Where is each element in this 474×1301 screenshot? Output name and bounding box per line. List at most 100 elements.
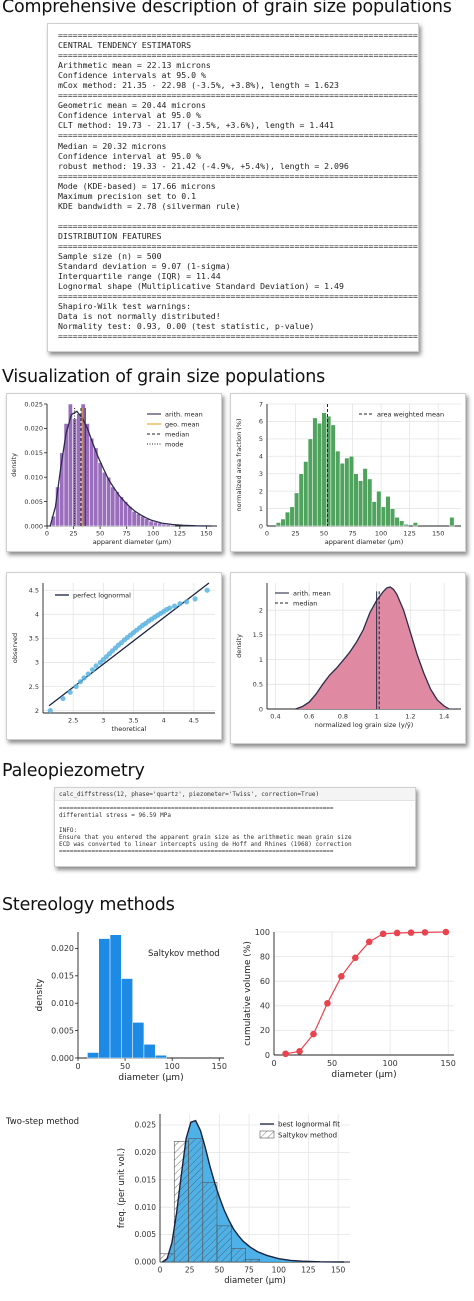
report-line: ========================================… [58,30,419,40]
cumulative-point [296,1048,303,1055]
y-tick-label: 60 [260,977,270,986]
x-tick-label: 0.8 [338,713,348,721]
histogram-bar [385,496,391,527]
y-axis-label: density [235,634,243,658]
x-tick-label: 25 [291,530,299,538]
histogram-bar [339,463,345,527]
qq-point [77,679,84,685]
x-axis-label: diameter (μm) [118,1073,183,1083]
x-tick-label: 0 [75,1062,80,1071]
y-tick-label: 40 [260,1002,270,1011]
x-tick-label: 100 [147,530,159,538]
x-axis-label: theoretical [112,725,147,733]
report-line: Median = 20.32 microns [58,140,167,151]
y-tick-label: 0.020 [135,1148,157,1157]
x-tick-label: 50 [320,530,328,538]
cumulative-point [442,928,450,936]
apparent-histogram-chart: 0 25 50 75 100 125 150 0.000 0.005 0.010 0.015 0.02… [10,400,217,546]
report-line: CENTRAL TENDENCY ESTIMATORS [58,40,192,51]
x-tick-label: 50 [120,1062,130,1071]
report-line [58,211,418,221]
legend-label: mode [165,440,183,448]
x-tick-label: 3 [101,717,105,725]
qq-point [60,695,66,702]
histogram-bar [109,934,122,1059]
histogram-bar [303,461,309,527]
cumulative-point [351,954,359,962]
x-tick-label: 125 [301,1266,316,1275]
histogram-bar [102,472,107,527]
histogram-bar [389,508,396,527]
y-tick-label: 0.005 [135,1230,157,1239]
qq-point [81,675,87,681]
histogram-bar [121,978,133,1059]
qq-point [67,689,73,695]
y-tick-label: 0.015 [135,1175,157,1184]
y-tick-label: 0.005 [24,498,43,506]
y-tick-label: 0.010 [24,473,43,481]
histogram-bar [123,501,128,527]
y-tick-label: 1 [259,505,263,513]
saltykov-bar [230,1247,246,1263]
qq-point [93,663,99,669]
report-line: ========================================… [58,90,419,101]
x-tick-label: 150 [432,530,444,538]
saltykov-bar [245,1258,261,1263]
qq-plot-panel: 2.5 3 3.5 4 4.5 2 2.5 3 3.5 4 4.5 theoretical observ… [6,572,222,740]
x-tick-label: 0 [45,530,49,538]
area-weighted-panel: 0 25 50 75 100 125 150 0 1 2 3 4 5 6 7 apparent diamete… [230,393,466,552]
x-tick-label: 3.5 [128,717,138,725]
legend-label: median [165,430,189,438]
report-line: DISTRIBUTION FEATURES [58,230,162,241]
cumulative-point [310,1030,317,1038]
histogram-bar [353,473,359,527]
y-tick-label: 0.015 [51,972,74,981]
histogram-bar [97,462,103,527]
qq-point [171,603,178,609]
y-tick-label: 1 [259,656,263,664]
lognormal-fit-line [161,1119,345,1263]
saltykov-bar [173,1141,189,1263]
report-line: KDE bandwidth = 2.78 (silverman rule) [58,200,241,211]
y-tick-label: 2 [35,707,39,715]
qq-point [192,596,198,602]
histogram-bar [298,473,304,527]
legend-label: best lognormal fit [278,1121,340,1129]
histogram-bar [275,522,281,527]
histogram-bar [312,417,318,527]
cumulative-point [338,972,345,980]
piezo-line [59,820,411,827]
piezo-line: ========================================… [59,848,334,856]
report-line: ========================================… [58,220,419,231]
qq-point [73,683,79,690]
piezo-line: differential stress = 96.59 MPa [59,812,171,820]
legend-label: geo. mean [165,420,200,428]
x-tick-label: 4.5 [189,717,199,725]
y-tick-label: 4 [35,611,39,619]
report-line: Confidence interval at 95.0 % [58,150,201,161]
legend-label: area weighted mean [377,410,444,418]
qq-plot-chart: 2.5 3 3.5 4 4.5 2 2.5 3 3.5 4 4.5 theoretical observ… [11,582,215,733]
paleopiezometry-panel: calc_diffstress(12, phase='quartz', piez… [54,787,416,867]
histogram-bar [280,518,286,527]
histogram-bar [399,520,405,527]
x-tick-label: 75 [123,530,131,538]
report-line: Lognormal shape (Multiplicative Standard… [58,281,344,292]
y-tick-label: 0 [265,1051,270,1060]
x-tick-label: 4 [162,717,166,725]
histogram-bar [335,450,341,527]
histogram-bar [127,506,133,527]
qq-point [204,587,210,593]
report-panel: ========================================… [47,23,419,352]
histogram-bar [140,515,145,527]
legend-label: arith. mean [293,589,331,597]
x-axis-label: apparent diameter (μm) [93,538,172,546]
y-tick-label: 0.010 [51,999,74,1008]
report-line: ========================================… [58,130,419,141]
x-tick-label: 1 [375,713,379,721]
x-tick-label: 0.6 [304,713,314,721]
chart-title: Saltykov method [148,949,220,959]
report-line: Geometric mean = 20.44 microns [58,100,206,111]
report-line: robust method: 19.33 - 21.42 (-4.9%, +5.… [58,160,349,171]
histogram-bar [106,476,111,527]
